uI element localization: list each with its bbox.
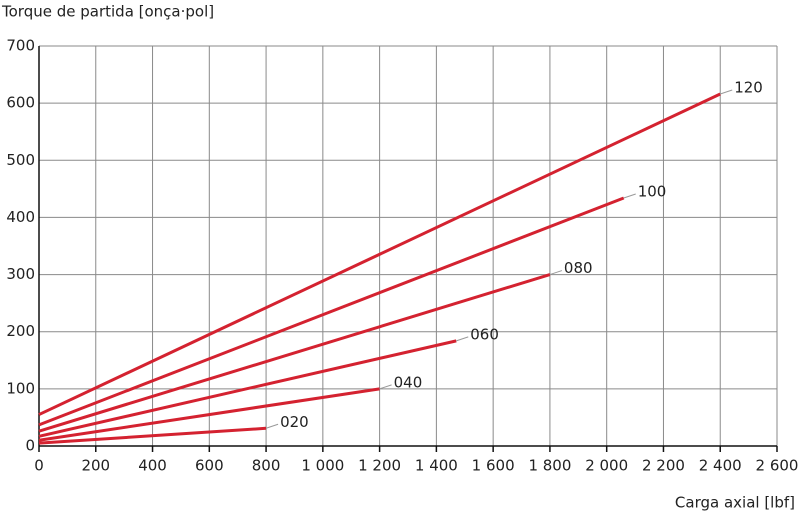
y-tick-label: 400 bbox=[6, 208, 35, 226]
x-tick-label: 1 000 bbox=[301, 457, 344, 475]
x-tick-label: 1 200 bbox=[358, 457, 401, 475]
series-label: 020 bbox=[280, 413, 309, 431]
y-tick-label: 500 bbox=[6, 151, 35, 169]
y-tick-label: 0 bbox=[25, 437, 35, 455]
x-tick-label: 1 600 bbox=[472, 457, 515, 475]
x-axis-label: Carga axial [lbf] bbox=[675, 494, 795, 512]
series-label: 040 bbox=[394, 373, 423, 391]
line-series bbox=[38, 387, 380, 442]
y-tick-label: 600 bbox=[6, 94, 35, 112]
label-leader bbox=[456, 336, 469, 342]
x-tick-label: 600 bbox=[195, 457, 224, 475]
series-label: 100 bbox=[638, 183, 667, 201]
line-series bbox=[38, 339, 457, 438]
x-tick-label: 2 400 bbox=[699, 457, 742, 475]
label-leader bbox=[720, 89, 733, 95]
x-tick-label: 2 600 bbox=[756, 457, 799, 475]
y-tick-label: 300 bbox=[6, 265, 35, 283]
label-leader bbox=[379, 384, 392, 390]
y-tick-label: 700 bbox=[6, 37, 35, 55]
label-leader bbox=[549, 270, 563, 276]
x-tick-label: 0 bbox=[34, 457, 44, 475]
x-tick-label: 2 000 bbox=[585, 457, 628, 475]
x-tick-label: 1 800 bbox=[528, 457, 571, 475]
x-tick-label: 1 400 bbox=[415, 457, 458, 475]
series-label: 120 bbox=[734, 79, 763, 97]
x-tick-label: 2 200 bbox=[642, 457, 685, 475]
chart-title: Torque de partida [onça·pol] bbox=[1, 3, 214, 21]
label-leader bbox=[623, 193, 636, 199]
series-label: 080 bbox=[564, 259, 593, 277]
line-series bbox=[38, 92, 721, 416]
line-series bbox=[38, 426, 267, 445]
line-series bbox=[38, 196, 625, 427]
label-leader bbox=[265, 423, 279, 429]
y-tick-label: 200 bbox=[6, 322, 35, 340]
line-series bbox=[38, 273, 551, 433]
x-tick-label: 400 bbox=[138, 457, 167, 475]
y-tick-label: 100 bbox=[6, 379, 35, 397]
x-tick-label: 800 bbox=[252, 457, 281, 475]
series-label: 060 bbox=[470, 325, 499, 343]
x-tick-label: 200 bbox=[81, 457, 110, 475]
